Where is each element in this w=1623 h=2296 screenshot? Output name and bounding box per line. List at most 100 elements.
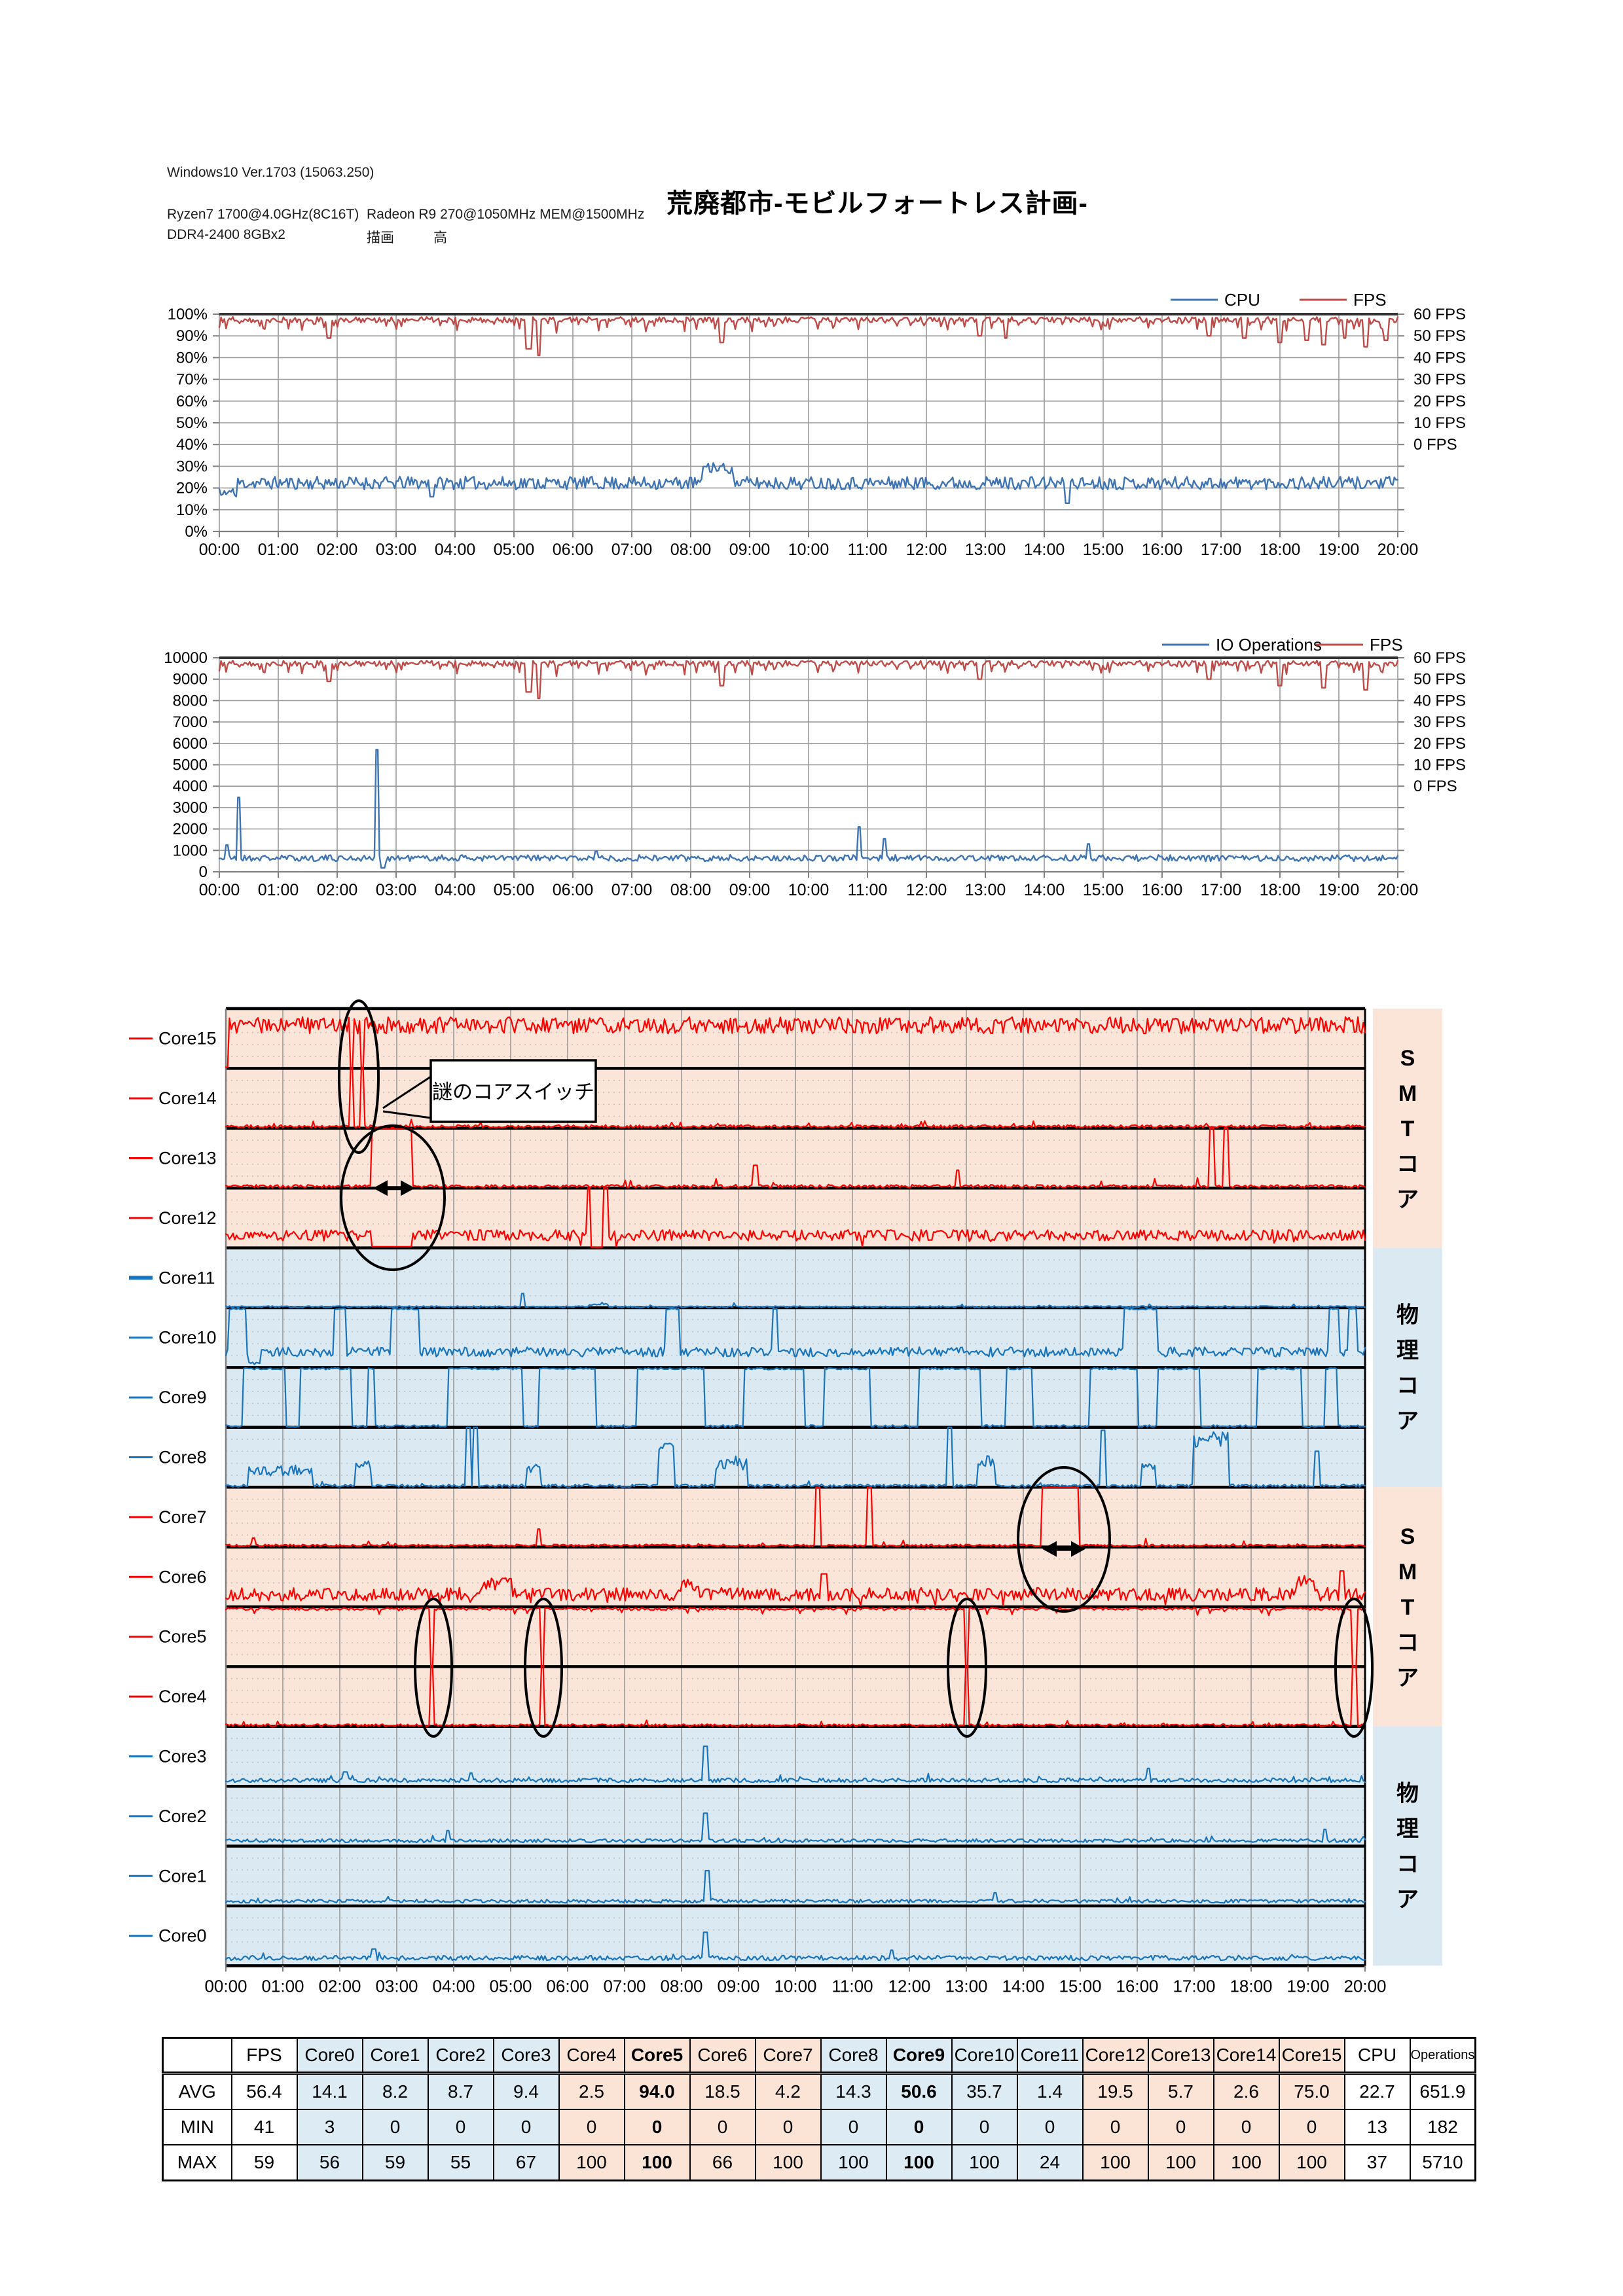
cpu-fps-chart-x-label: 14:00 — [1024, 541, 1065, 559]
table-cell-min-operations: 182 — [1409, 2109, 1476, 2145]
cpu-fps-chart-series-fps — [218, 316, 1399, 357]
io-fps-chart-x-label: 09:00 — [729, 881, 771, 899]
core-legend-label: Core7 — [158, 1507, 207, 1527]
core-chart-x-label: 04:00 — [432, 1976, 475, 1996]
core-group-side-band — [1373, 1247, 1442, 1488]
cpu-fps-chart-x-label: 10:00 — [788, 541, 830, 559]
cpu-fps-chart-x-label: 08:00 — [670, 541, 712, 559]
cpu-fps-chart-yleft-label: 90% — [176, 327, 208, 345]
io-fps-chart-yright-label: 50 FPS — [1413, 671, 1466, 689]
cpu-fps-chart-legend-label: FPS — [1353, 290, 1387, 310]
cpu-fps-chart-x-label: 09:00 — [729, 541, 771, 559]
core-chart-x-label: 11:00 — [831, 1976, 873, 1996]
table-cell-avg-core15: 75.0 — [1278, 2072, 1345, 2110]
table-cell-min-core9: 0 — [885, 2109, 953, 2145]
core-chart-x-label: 08:00 — [660, 1976, 702, 1996]
cpu-fps-chart-yleft-label: 80% — [176, 349, 208, 367]
core-chart-x-label: 16:00 — [1116, 1976, 1158, 1996]
table-cell-max-core3: 67 — [492, 2144, 560, 2181]
cpu-fps-chart-yleft-label: 20% — [176, 480, 208, 497]
cpu-fps-chart-x-label: 06:00 — [553, 541, 594, 559]
core-series-core7 — [225, 1486, 1366, 1548]
core-legend-label: Core1 — [158, 1866, 207, 1886]
io-fps-chart-x-label: 15:00 — [1083, 881, 1124, 899]
table-col-header-core15: Core15 — [1278, 2037, 1345, 2075]
core-chart-x-label: 14:00 — [1002, 1976, 1044, 1996]
core-group-label-char: T — [1401, 1117, 1415, 1141]
cpu-fps-chart-yleft-label: 60% — [176, 393, 208, 410]
table-col-header-core9: Core9 — [885, 2037, 953, 2075]
os-version-text: Windows10 Ver.1703 (15063.250) — [167, 165, 374, 180]
cpu-fps-chart-yleft-label: 10% — [176, 501, 208, 519]
core-group-side-band — [1373, 1009, 1442, 1248]
table-cell-max-core6: 66 — [689, 2144, 756, 2181]
cpu-fps-chart-x-label: 07:00 — [611, 541, 653, 559]
io-fps-chart-x-label: 04:00 — [435, 881, 476, 899]
io-fps-chart-yright-label: 30 FPS — [1413, 713, 1466, 731]
table-cell-max-core11: 24 — [1016, 2144, 1084, 2181]
core-legend-label: Core2 — [158, 1806, 207, 1826]
table-col-header-fps: FPS — [230, 2037, 298, 2075]
table-cell-max-core5: 100 — [623, 2144, 691, 2181]
io-fps-chart-legend-label: FPS — [1370, 635, 1403, 655]
cpu-fps-chart-x-label: 01:00 — [258, 541, 299, 559]
io-fps-chart-yright-label: 60 FPS — [1413, 649, 1466, 667]
core-legend-label: Core14 — [158, 1088, 217, 1108]
io-fps-chart-yright-label: 20 FPS — [1413, 735, 1466, 753]
cpu-fps-chart-x-label: 19:00 — [1319, 541, 1360, 559]
table-cell-max-core13: 100 — [1147, 2144, 1214, 2181]
table-cell-avg-core2: 8.7 — [427, 2072, 494, 2110]
io-fps-chart-legend-label: IO Operations — [1216, 635, 1322, 655]
table-col-header-core8: Core8 — [820, 2037, 887, 2075]
cpu-fps-chart-x-label: 16:00 — [1142, 541, 1183, 559]
core-series-core8 — [225, 1426, 1366, 1488]
table-cell-min-core5: 0 — [623, 2109, 691, 2145]
core-legend-label: Core5 — [158, 1627, 207, 1647]
table-col-header-core13: Core13 — [1147, 2037, 1214, 2075]
cpu-fps-chart-yleft-label: 30% — [176, 457, 208, 475]
table-cell-avg-core10: 35.7 — [951, 2072, 1018, 2110]
table-cell-avg-core13: 5.7 — [1147, 2072, 1214, 2110]
cpu-fps-chart-yright-label: 10 FPS — [1413, 414, 1466, 432]
io-fps-chart-x-label: 08:00 — [670, 881, 712, 899]
io-fps-chart-yleft-label: 5000 — [173, 757, 208, 774]
callout-leader-line — [382, 1110, 431, 1119]
annotation-ellipse — [338, 999, 380, 1154]
core-group-label-char: コ — [1396, 1852, 1419, 1877]
cpu-fps-chart-x-label: 17:00 — [1201, 541, 1242, 559]
table-row-label: AVG — [162, 2072, 232, 2110]
core-legend-label: Core13 — [158, 1149, 217, 1168]
core-legend-label: Core11 — [158, 1268, 215, 1287]
table-cell-avg-core6: 18.5 — [689, 2072, 756, 2110]
io-fps-chart-yleft-label: 6000 — [173, 735, 208, 753]
cpu-fps-chart-x-label: 11:00 — [848, 541, 888, 559]
table-cell-max-core12: 100 — [1082, 2144, 1149, 2181]
table-col-header-core10: Core10 — [951, 2037, 1018, 2075]
core-series-core11 — [225, 1292, 1366, 1309]
core-chart-x-label: 07:00 — [603, 1976, 646, 1996]
table-cell-avg-core12: 19.5 — [1082, 2072, 1149, 2110]
table-cell-max-operations: 5710 — [1409, 2144, 1476, 2181]
io-fps-chart-x-label: 16:00 — [1142, 881, 1183, 899]
table-col-header-core7: Core7 — [754, 2037, 822, 2075]
io-fps-chart-yleft-label: 7000 — [173, 713, 208, 731]
table-cell-min-core11: 0 — [1016, 2109, 1084, 2145]
io-fps-chart-yleft-label: 3000 — [173, 799, 208, 817]
annotation-ellipse — [414, 1598, 453, 1738]
cpu-fps-chart-x-label: 05:00 — [494, 541, 535, 559]
core-group-label-char: 理 — [1396, 1817, 1419, 1842]
core-series-core2 — [225, 1812, 1366, 1844]
cpu-fps-chart-x-label: 18:00 — [1260, 541, 1301, 559]
io-fps-chart-series-fps — [218, 660, 1399, 700]
cpu-fps-chart-yright-label: 50 FPS — [1413, 327, 1466, 345]
cpu-fps-chart-yright-label: 60 FPS — [1413, 306, 1466, 323]
core-chart-x-label: 12:00 — [888, 1976, 930, 1996]
table-cell-min-core4: 0 — [558, 2109, 625, 2145]
cpu-fps-chart-yright-label: 40 FPS — [1413, 349, 1466, 367]
table-cell-min-fps: 41 — [230, 2109, 298, 2145]
core-series-core5 — [225, 1607, 1366, 1668]
cpu-fps-chart-legend-label: CPU — [1224, 290, 1260, 310]
core-group-label-char: 物 — [1396, 1782, 1419, 1806]
io-fps-chart-x-label: 06:00 — [553, 881, 594, 899]
